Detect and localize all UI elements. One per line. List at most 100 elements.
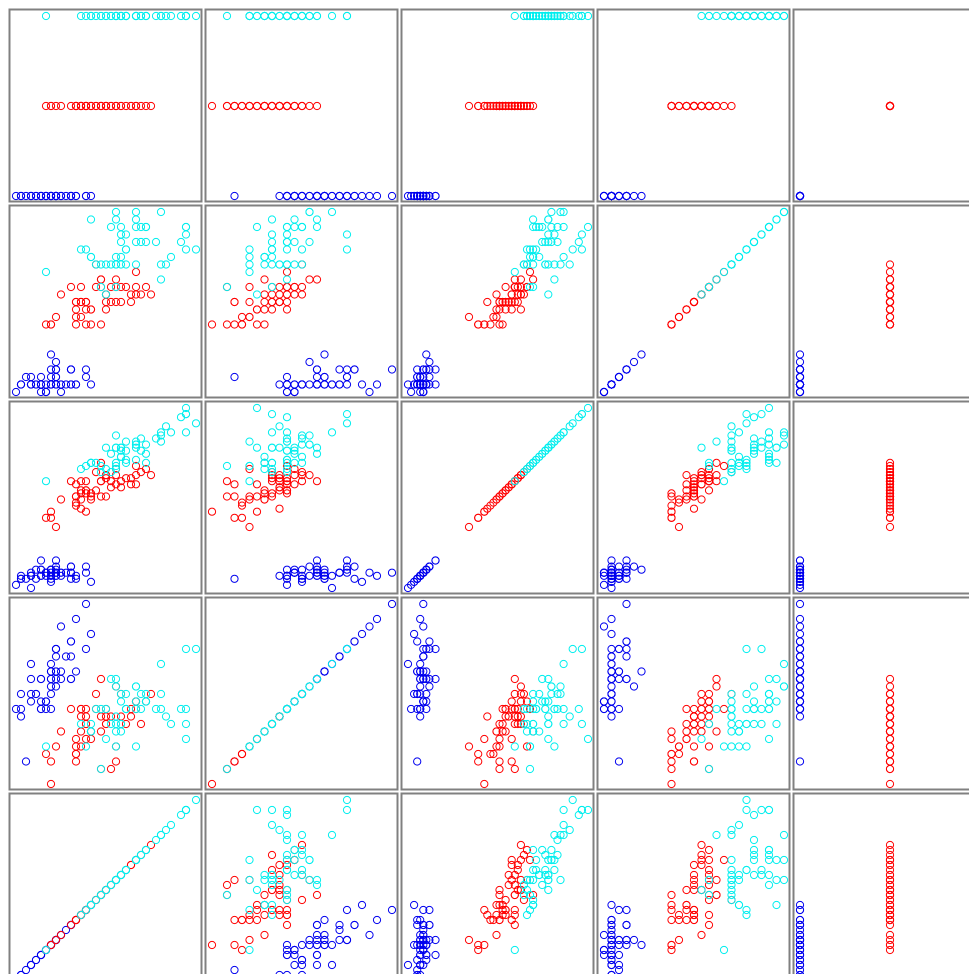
data-point [86,11,96,21]
data-point [207,507,217,516]
data-point [66,637,76,646]
data-point [553,689,562,699]
data-point [252,290,262,299]
data-point [245,252,254,262]
data-point [81,568,91,577]
data-point [413,637,422,646]
data-point [36,191,46,201]
data-point [727,865,736,875]
data-point [91,704,101,714]
data-point [727,825,736,835]
data-point [46,940,56,950]
data-point [312,477,322,486]
data-point [387,365,397,374]
data-point [507,305,516,314]
data-point [532,455,541,464]
data-point [116,260,126,269]
data-point [504,297,513,307]
data-point [161,260,171,269]
data-point [81,101,91,111]
data-point [36,556,46,565]
data-point [350,920,359,930]
data-point [106,880,116,890]
data-point [727,11,736,21]
data-point [556,875,565,885]
data-point [719,945,729,955]
data-point [727,870,736,880]
data-point [667,507,676,516]
data-point [553,704,562,714]
data-point [559,659,568,669]
data-point [181,403,191,413]
data-point [305,380,314,389]
data-point [372,191,382,201]
data-point [742,905,751,915]
data-point [689,477,699,486]
data-point [136,101,146,111]
data-point [547,11,556,21]
data-point [151,237,161,247]
data-point [305,191,314,201]
data-point [312,556,322,565]
data-point [667,492,676,501]
data-point [529,704,538,714]
data-point [297,477,307,486]
data-point [474,513,483,522]
data-point [498,320,507,329]
data-point [131,443,141,452]
data-point [422,955,431,965]
data-point [116,282,126,292]
data-point [121,11,131,21]
data-point [516,840,526,850]
data-point [86,215,96,224]
data-point [151,835,161,845]
data-point [131,207,141,217]
data-point [282,11,292,21]
data-point [885,504,895,513]
data-point [267,850,277,860]
data-point [141,697,151,706]
data-point [146,290,156,299]
panel-border [8,400,203,595]
data-point [568,245,577,254]
data-point [413,574,422,583]
data-point [544,855,553,865]
data-point [529,260,538,269]
data-point [101,734,111,744]
data-point [779,207,789,217]
data-point [305,357,314,367]
data-point [483,297,492,307]
data-point [689,880,699,890]
data-point [704,855,714,865]
data-point [637,350,646,359]
data-point [885,930,895,940]
data-point [131,440,141,449]
data-point [245,935,254,945]
data-point [191,795,201,805]
data-point [622,935,631,945]
data-point [410,191,419,201]
data-point [492,742,501,751]
data-point [297,434,307,443]
data-point [559,719,568,729]
panel-petal-width-vs-sepal-length [8,204,203,399]
data-point [71,191,81,201]
data-point [486,320,495,329]
data-point [81,599,91,609]
data-point [275,486,284,495]
data-point [795,614,805,624]
data-point [532,865,541,875]
data-point [622,556,631,565]
data-point [66,920,76,930]
panel-petal-width-vs-sepal-width [204,204,399,399]
data-point [56,495,66,504]
data-point [480,905,489,915]
data-point [734,875,744,885]
panel-border [400,400,595,595]
data-point [480,940,489,950]
data-point [532,11,541,21]
data-point [96,468,106,477]
data-point [607,574,616,583]
data-point [116,297,126,307]
data-point [522,910,532,920]
